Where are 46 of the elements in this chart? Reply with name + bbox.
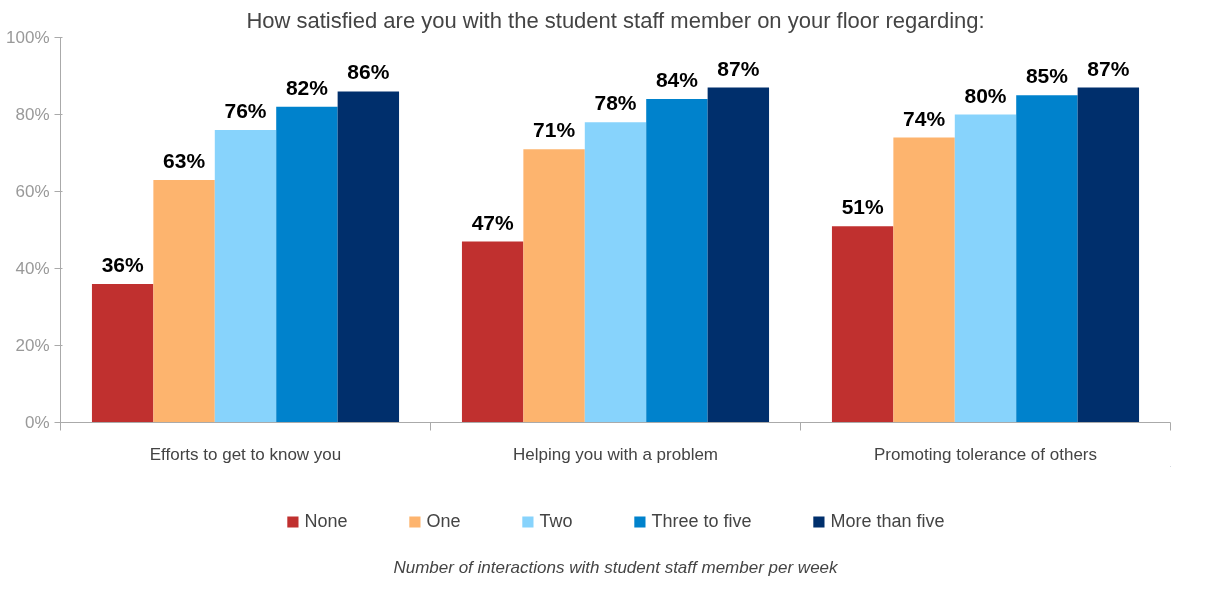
x-tick-label: Efforts to get to know you xyxy=(149,444,342,464)
data-label: 87% xyxy=(1087,56,1130,80)
data-label: 74% xyxy=(903,106,946,130)
data-label: 85% xyxy=(1025,64,1069,88)
data-label: 84% xyxy=(655,68,699,92)
x-tick-label: Helping you with a problem xyxy=(512,444,719,464)
chart-title: How satisfied are you with the student staff member on your floor regarding: xyxy=(246,7,985,33)
bar xyxy=(153,179,215,423)
data-label: 78% xyxy=(594,91,637,115)
data-label: 71% xyxy=(533,118,576,142)
bar xyxy=(1077,87,1140,423)
x-tick-label: Promoting tolerance of others xyxy=(874,444,1098,464)
data-label: 76% xyxy=(224,98,267,122)
y-tick-label: 100% xyxy=(6,28,50,47)
data-label: 36% xyxy=(101,252,144,276)
legend-label: Two xyxy=(539,510,573,532)
y-tick-label: 20% xyxy=(15,336,50,355)
bar xyxy=(893,137,955,423)
data-label: 87% xyxy=(717,56,760,80)
data-label: 82% xyxy=(285,75,329,99)
legend-label: More than five xyxy=(830,510,945,532)
data-label: 51% xyxy=(841,195,884,219)
y-tick-label: 0% xyxy=(24,413,50,432)
bar xyxy=(461,241,524,423)
legend-label: One xyxy=(426,510,461,532)
bar xyxy=(91,283,154,423)
y-tick-label: 80% xyxy=(15,105,50,124)
bar xyxy=(276,106,338,423)
data-label: 80% xyxy=(964,83,1007,107)
data-label: 47% xyxy=(471,210,514,234)
bar xyxy=(954,114,1017,423)
y-tick-label: 60% xyxy=(15,182,50,201)
bar xyxy=(337,91,400,423)
bar xyxy=(831,226,894,423)
bar xyxy=(214,129,277,423)
bar xyxy=(646,99,708,423)
bar xyxy=(523,149,585,423)
legend-label: None xyxy=(304,510,348,532)
data-label: 86% xyxy=(347,60,390,84)
bar xyxy=(584,122,647,423)
bar xyxy=(1016,95,1078,423)
data-label: 63% xyxy=(163,148,206,172)
legend-title: Number of interactions with student staff member per week xyxy=(393,557,840,577)
legend-label: Three to five xyxy=(651,510,752,532)
bar xyxy=(707,87,770,423)
y-tick-label: 40% xyxy=(15,259,50,278)
